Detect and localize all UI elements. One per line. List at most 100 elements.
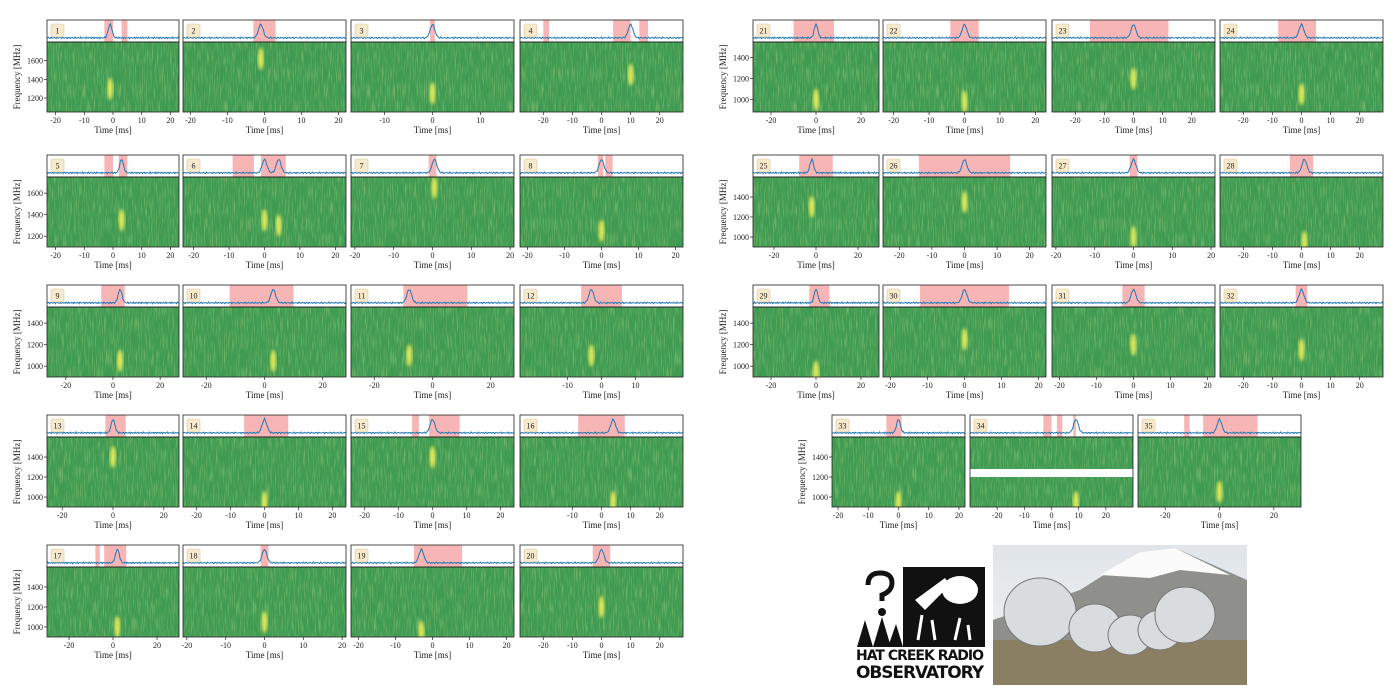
y-tick-label: 1400: [733, 319, 749, 328]
x-tick-label: 0: [1300, 381, 1304, 390]
x-tick-label: 0: [1218, 511, 1222, 520]
panel-label: 19: [358, 552, 366, 561]
x-tick-label: 0: [600, 116, 604, 125]
profile-line: [47, 288, 179, 305]
burst: [261, 209, 268, 232]
burst-window: [578, 415, 625, 437]
y-tick-label: 1000: [27, 493, 43, 502]
burst-window: [229, 285, 294, 307]
panel-label: 16: [527, 422, 535, 431]
x-tick-label: 20: [1270, 511, 1278, 520]
y-tick-label: 1200: [27, 94, 43, 103]
profile-line: [520, 158, 683, 175]
x-tick-label: 20: [156, 381, 164, 390]
x-tick-label: 0: [897, 511, 901, 520]
x-axis-label: Time [ms]: [414, 520, 451, 530]
panel-label: 25: [760, 162, 768, 171]
profile-line: [883, 288, 1046, 305]
x-tick-label: 20: [1204, 381, 1212, 390]
x-tick-label: -20: [766, 381, 777, 390]
burst: [961, 90, 968, 112]
y-tick-label: 1000: [733, 95, 749, 104]
burst: [118, 209, 125, 232]
photo-dish: [1003, 577, 1077, 647]
burst-window: [232, 155, 254, 177]
y-tick-label: 1000: [27, 362, 43, 371]
x-axis-label: Time [ms]: [94, 125, 131, 135]
x-tick-label: 20: [319, 381, 327, 390]
x-tick-label: 20: [1035, 381, 1043, 390]
profile-line: [520, 289, 683, 305]
x-tick-label: 20: [328, 511, 336, 520]
panel: 33 -20 -10 0 10 20 Time [ms] 1000 1200 1400 Freque…: [797, 414, 966, 530]
panel-label-box: [835, 418, 850, 433]
x-axis-label: Time [ms]: [246, 390, 283, 400]
x-axis-label: Time [ms]: [246, 260, 283, 270]
panel-label-box: [1141, 418, 1156, 433]
burst: [1072, 491, 1079, 507]
burst-window: [1295, 285, 1308, 307]
burst-window: [592, 545, 611, 567]
profile-line: [520, 23, 683, 40]
x-tick-label: -20: [766, 116, 777, 125]
panel-label: 15: [358, 422, 366, 431]
panel-label-box: [1223, 158, 1238, 173]
x-tick-label: 10: [998, 381, 1006, 390]
panel-body: [753, 285, 879, 377]
x-tick-label: 0: [600, 381, 604, 390]
panel-label: 27: [1059, 162, 1067, 171]
burst: [1216, 481, 1223, 503]
panel: 2 -20 -10 0 10 20 Time [ms]: [182, 19, 347, 135]
panel-label-box: [50, 418, 65, 433]
panel-label-box: [523, 158, 538, 173]
panel-label-box: [186, 418, 201, 433]
panel: 4 -20 -10 0 10 20 Time [ms]: [519, 19, 684, 135]
panel-label: 31: [1059, 292, 1067, 301]
panel-label-box: [886, 23, 901, 38]
spectrum-noise: [520, 42, 683, 112]
panel: 18 -20 -10 0 10 20 Time [ms]: [182, 544, 347, 660]
burst: [895, 491, 902, 507]
x-axis-label: Time [ms]: [946, 390, 983, 400]
x-tick-label: 0: [263, 381, 267, 390]
x-axis-label: Time [ms]: [797, 390, 834, 400]
burst: [588, 344, 595, 367]
x-tick-label: -10: [1267, 381, 1278, 390]
panel: 16 -10 0 10 20 Time [ms]: [519, 414, 684, 530]
rfi-mask: [970, 469, 1133, 477]
panel-label-box: [50, 23, 65, 38]
x-tick-label: 0: [111, 641, 115, 650]
profile-line: [753, 288, 879, 305]
burst-window: [104, 20, 113, 42]
burst-window: [918, 155, 1011, 177]
panel-label-box: [186, 158, 201, 173]
spectrum-noise: [1220, 177, 1383, 247]
x-tick-label: -20: [885, 381, 896, 390]
panel-body: [1138, 415, 1301, 507]
panel-label: 6: [192, 162, 196, 171]
x-tick-label: 20: [1356, 251, 1364, 260]
x-tick-label: -10: [225, 511, 236, 520]
x-tick-label: 10: [996, 116, 1004, 125]
x-tick-label: -20: [182, 641, 193, 650]
panel: 32 -20 -10 0 10 20 Time [ms]: [1219, 284, 1384, 400]
x-tick-label: 10: [1159, 116, 1167, 125]
x-tick-label: 20: [1356, 381, 1364, 390]
burst-window: [1073, 415, 1076, 437]
panel-label: 12: [527, 292, 535, 301]
panel-body: [47, 155, 179, 247]
x-tick-label: 0: [963, 251, 967, 260]
profile-line: [1052, 288, 1215, 305]
burst: [275, 214, 282, 237]
panel-label: 24: [1227, 27, 1235, 36]
panel: 27 -20 -10 0 10 20 Time [ms]: [1051, 154, 1216, 270]
x-tick-label: -10: [559, 251, 570, 260]
panel-label: 4: [529, 27, 533, 36]
x-tick-label: 10: [466, 641, 474, 650]
x-tick-label: 0: [600, 511, 604, 520]
panel-label: 21: [760, 27, 768, 36]
x-tick-label: -10: [1099, 116, 1110, 125]
panel-label-box: [1055, 288, 1070, 303]
profile-line: [1052, 157, 1215, 175]
